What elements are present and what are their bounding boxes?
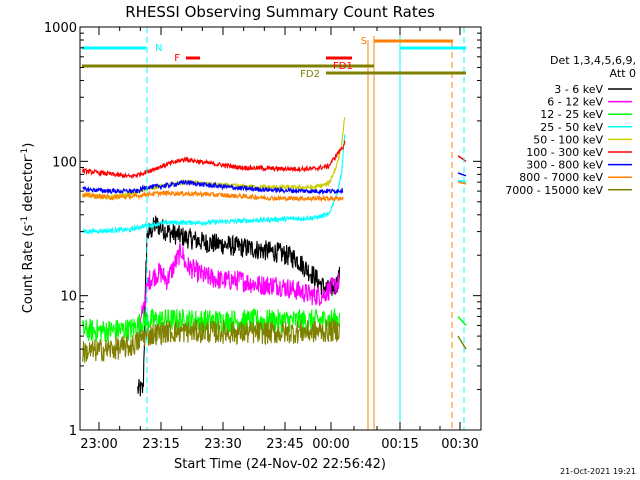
- series-segment-right: [457, 315, 467, 326]
- flag-label: N: [155, 43, 162, 54]
- legend-entry-label: 50 - 100 keV: [533, 133, 603, 146]
- legend-entry-label: 7000 - 15000 keV: [505, 184, 603, 197]
- flag-label: S: [361, 36, 367, 47]
- flag-label: F: [174, 53, 180, 64]
- series-line: [82, 319, 341, 363]
- legend-entry-label: 12 - 25 keV: [540, 108, 603, 121]
- y-tick-label: 100: [52, 155, 77, 170]
- legend-entry-label: 100 - 300 keV: [526, 146, 603, 159]
- x-tick-label: 00:30: [441, 437, 478, 452]
- y-axis-label-mid: detector: [21, 156, 36, 216]
- y-tick-label: 1: [69, 424, 77, 439]
- legend-entry-label: 6 - 12 keV: [547, 96, 603, 109]
- legend-entry-label: 300 - 800 keV: [526, 159, 603, 172]
- chart-title: RHESSI Observing Summary Count Rates: [125, 3, 435, 21]
- y-tick-label: 10: [60, 290, 77, 305]
- axis-ticks: 1 10 100 1000 23:00 23:15 23:30 23:45 00:00 00:15…: [44, 21, 481, 452]
- legend-entry-label: 3 - 6 keV: [554, 83, 603, 96]
- y-axis-label-sup2: -1: [20, 148, 30, 157]
- series-line: [82, 134, 346, 235]
- y-tick-label: 1000: [44, 21, 77, 36]
- x-axis-label: Start Time (24-Nov-02 22:56:42): [174, 457, 386, 472]
- y-axis-label-end: ): [21, 143, 36, 148]
- flag-label: FD1: [333, 61, 353, 72]
- series-segment-right: [457, 181, 467, 185]
- series-segment-right: [457, 179, 467, 183]
- series-line: [82, 189, 344, 203]
- legend-header-attenuator: Att 0: [610, 67, 636, 80]
- series-line: [137, 242, 341, 348]
- x-tick-label: 00:15: [381, 437, 418, 452]
- legend-entry-label: 25 - 50 keV: [540, 121, 603, 134]
- legend-header-detectors: Det 1,3,4,5,6,9,: [550, 54, 636, 67]
- series-segment-right: [457, 335, 467, 350]
- series-line: [137, 214, 341, 397]
- series-line: [82, 140, 346, 179]
- x-tick-label: 23:00: [80, 437, 117, 452]
- series-line: [82, 179, 344, 196]
- legend-entry-label: 800 - 7000 keV: [519, 171, 603, 184]
- series-segment-right: [457, 155, 467, 162]
- series-segment-right: [457, 172, 467, 177]
- x-tick-label: 23:30: [204, 437, 241, 452]
- generation-timestamp: 21-Oct-2021 19:21: [560, 467, 636, 476]
- y-axis-label: Count Rate (s-1 detector-1): [20, 143, 36, 314]
- x-tick-label: 23:15: [142, 437, 179, 452]
- x-tick-label: 23:45: [266, 437, 303, 452]
- flag-label: FD2: [300, 69, 320, 80]
- y-axis-label-base: Count Rate (s: [21, 225, 36, 314]
- y-axis-label-sup1: -1: [20, 216, 30, 225]
- plot-frame: [79, 26, 482, 431]
- plot-content: N F FD1 S FD2: [82, 27, 467, 430]
- x-tick-label: 00:00: [312, 437, 349, 452]
